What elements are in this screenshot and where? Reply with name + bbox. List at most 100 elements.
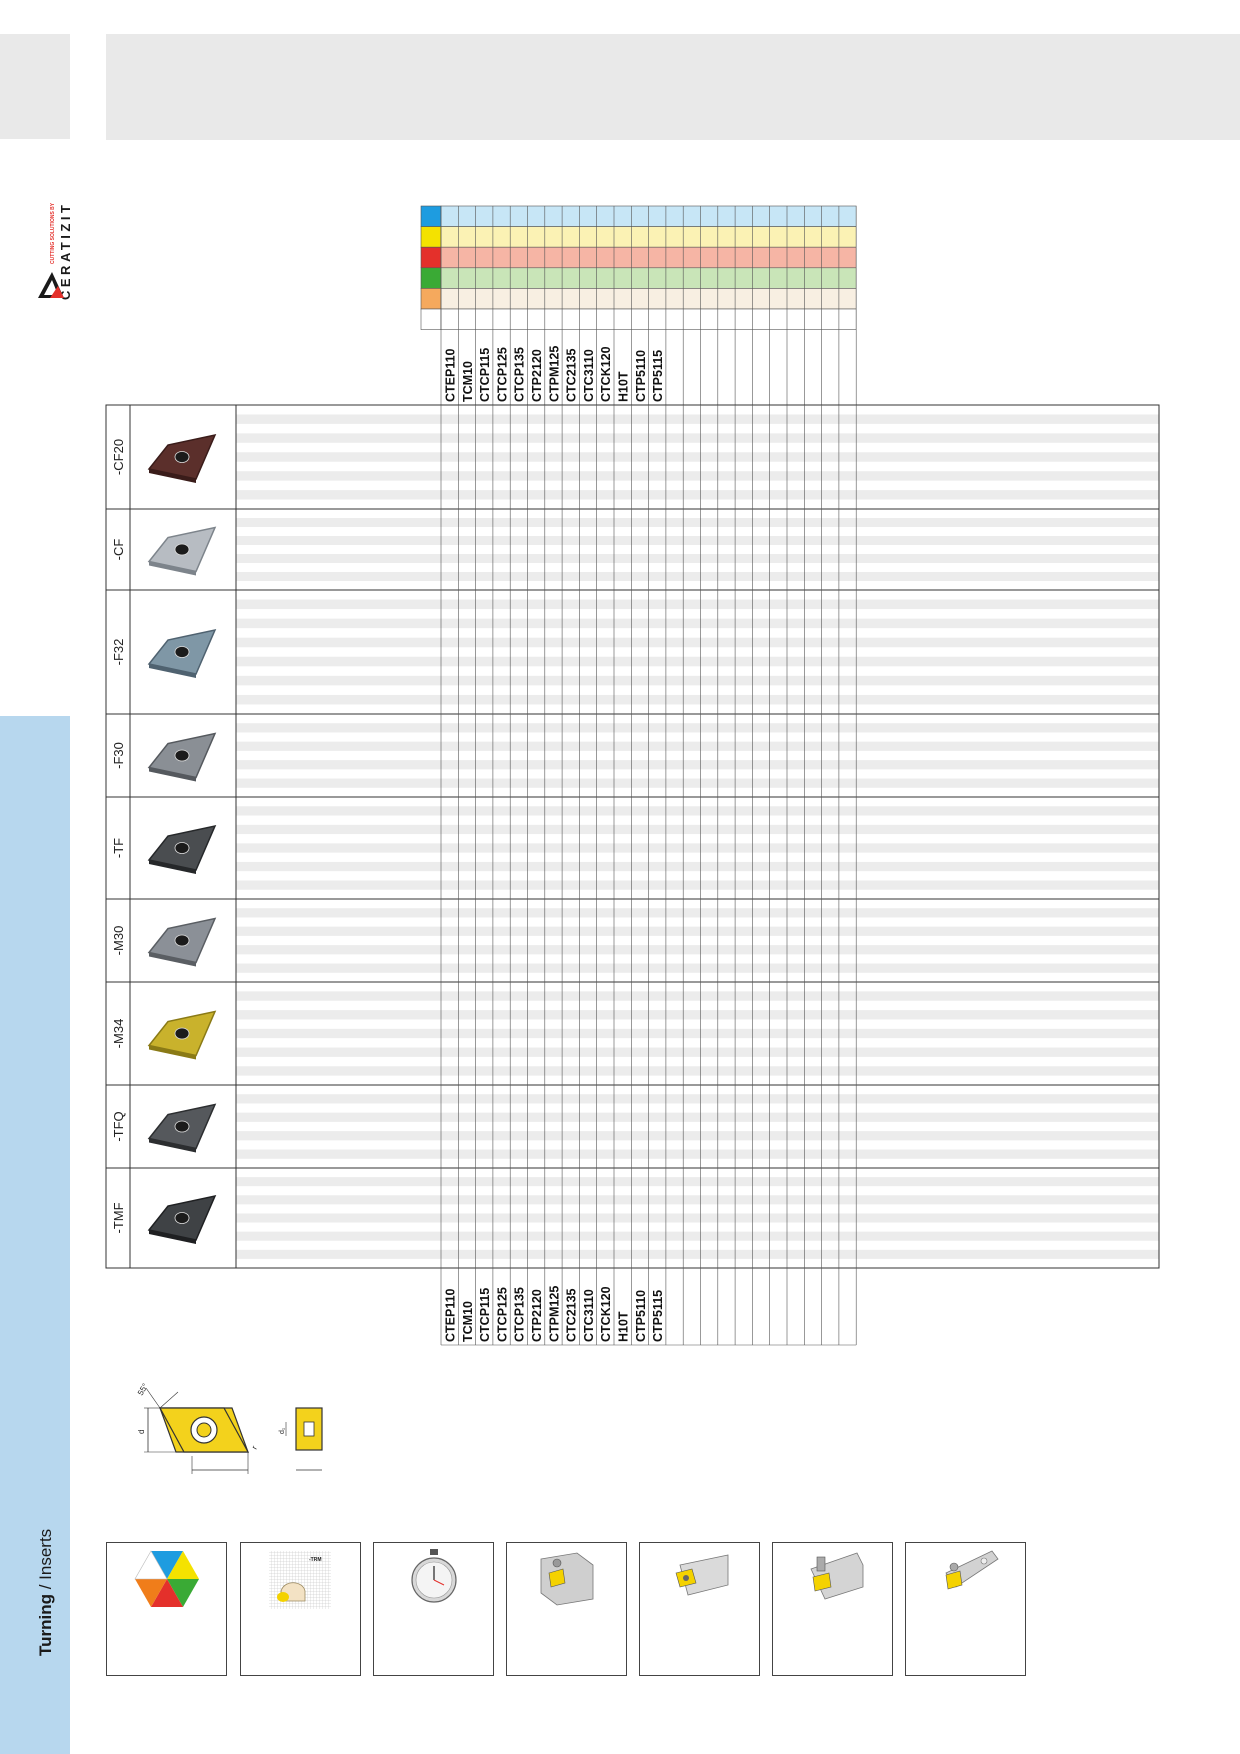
material-swatch — [420, 267, 442, 289]
boring-bar-icon — [945, 1550, 999, 1590]
legend-box-lever-holder — [639, 1542, 760, 1676]
table-row — [236, 637, 1159, 648]
toolholder-clamp-icon — [540, 1552, 594, 1606]
material-swatch — [420, 226, 442, 248]
table-row — [236, 618, 1159, 629]
table-row — [236, 1066, 1159, 1076]
table-row — [236, 991, 1159, 1001]
legend-box-chipbreaker: -TRM — [240, 1542, 361, 1676]
legend-box-screw-holder — [772, 1542, 893, 1676]
logo-brand: CERATIZIT — [58, 202, 73, 300]
grade-header-bottom: CTP5110 — [634, 1290, 648, 1342]
table-row — [236, 760, 1159, 770]
table-row — [236, 572, 1159, 581]
grade-header-bottom: CTP2120 — [530, 1289, 544, 1342]
d1-label: d₁ — [279, 1427, 286, 1434]
grade-header-bottom: CTCK120 — [599, 1286, 613, 1342]
geometry-name: -TMF — [111, 1202, 126, 1233]
geometry-name: -M30 — [111, 926, 126, 956]
grade-header-top: CTCP125 — [495, 347, 509, 402]
insert-gold-icon — [147, 1010, 217, 1060]
header-band — [106, 34, 1240, 140]
table-border — [105, 404, 1160, 1269]
grade-selection-table: CTEP110 TCM10 CTCP115 CTCP125 CTCP135 CTP2120… — [105, 205, 1160, 1346]
insert-dark-icon — [147, 824, 217, 874]
d-label: d — [137, 1430, 146, 1434]
table-row — [236, 880, 1159, 890]
geometry-name: -TFQ — [111, 1111, 126, 1141]
sidebar-section-band — [0, 716, 70, 1754]
grade-header-top: CTCK120 — [599, 346, 613, 402]
insert-dimension-drawing: 55° d r d₁ — [136, 1382, 323, 1474]
table-row — [236, 908, 1159, 918]
geometry-name: -M34 — [111, 1019, 126, 1049]
table-row — [236, 490, 1159, 500]
material-swatch — [420, 246, 442, 269]
table-row — [236, 1249, 1159, 1259]
insert-grey-icon — [147, 917, 217, 967]
grade-header-top: CTPM125 — [547, 346, 561, 402]
grade-header-top: CTC2135 — [565, 348, 579, 402]
table-row — [236, 694, 1159, 705]
insert-black-icon — [147, 1194, 217, 1244]
material-swatch — [420, 308, 442, 330]
table-row — [236, 741, 1159, 751]
ceratizit-logo: CERATIZIT CUTTING SOLUTIONS BY — [34, 150, 74, 300]
legend-box-clamp-holder — [506, 1542, 627, 1676]
legend-box-cutting-data — [373, 1542, 494, 1676]
geometry-name: -TF — [111, 838, 126, 858]
table-row — [236, 554, 1159, 563]
grade-header-top: CTCP135 — [513, 347, 527, 402]
grade-header-bottom: CTCP115 — [478, 1288, 492, 1342]
table-row — [236, 599, 1159, 610]
grade-header-top: CTP5110 — [634, 350, 648, 402]
table-row — [236, 824, 1159, 835]
table-row — [236, 1010, 1159, 1020]
table-row — [236, 861, 1159, 872]
grade-header-top: CTP2120 — [530, 349, 544, 402]
insert-silver-icon — [147, 526, 217, 576]
table-row — [236, 1195, 1159, 1205]
table-row — [236, 963, 1159, 973]
material-hexagon-icon — [134, 1550, 199, 1607]
table-row — [236, 723, 1159, 733]
table-row — [236, 1213, 1159, 1223]
stopwatch-icon — [411, 1549, 457, 1603]
grade-header-bottom: CTP5115 — [651, 1290, 665, 1342]
table-row — [236, 1177, 1159, 1187]
geometry-name: -CF20 — [111, 439, 126, 475]
grade-header-bottom: H10T — [617, 1311, 631, 1342]
geometry-name: -F32 — [111, 639, 126, 666]
table-row — [236, 1094, 1159, 1104]
grade-header-bottom: CTC3110 — [582, 1289, 596, 1342]
material-swatch — [420, 205, 442, 227]
section-title: Turning / Inserts — [36, 1529, 56, 1656]
table-row — [236, 1149, 1159, 1159]
table-row — [236, 778, 1159, 788]
grade-header-bottom: CTPM125 — [547, 1286, 561, 1342]
table-row — [236, 536, 1159, 545]
insert-grey-chipbreaker-icon — [147, 732, 217, 782]
toolholder-lever-icon — [675, 1554, 729, 1596]
grade-header-bottom: CTCP135 — [513, 1287, 527, 1342]
section-title-bold: Turning — [36, 1594, 55, 1656]
grade-header-top: CTCP115 — [478, 348, 492, 402]
table-row — [236, 1112, 1159, 1122]
grade-header-bottom: CTEP110 — [444, 1288, 458, 1342]
table-row — [236, 656, 1159, 667]
legend-box-boring-bar — [905, 1542, 1026, 1676]
grade-header-top: H10T — [617, 371, 631, 402]
grade-header-top: TCM10 — [461, 361, 475, 402]
grade-header-bottom: CTCP125 — [495, 1287, 509, 1342]
sidebar-top-band — [0, 34, 70, 139]
table-row — [236, 471, 1159, 481]
grade-header-top: CTEP110 — [444, 348, 458, 402]
table-row — [236, 926, 1159, 936]
insert-dark-wiper-icon — [147, 1103, 217, 1153]
insert-blue-grey-icon — [147, 628, 217, 678]
geometry-name: -F30 — [111, 742, 126, 769]
table-row — [236, 414, 1159, 424]
logo-tagline: CUTTING SOLUTIONS BY — [50, 202, 56, 264]
table-row — [236, 1028, 1159, 1039]
insert-brown-icon — [147, 433, 217, 483]
